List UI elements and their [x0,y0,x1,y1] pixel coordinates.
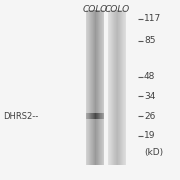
Bar [115,10,116,165]
Bar [122,10,123,165]
Bar [92,10,93,165]
Bar [94,10,95,165]
Bar [86,113,87,119]
Bar [102,113,103,119]
Text: 34: 34 [144,92,155,101]
Bar [111,10,112,165]
Bar [117,10,118,165]
Bar [88,113,89,119]
Bar [99,113,100,119]
Text: (kD): (kD) [144,148,163,157]
Bar [103,10,104,165]
Bar [109,10,110,165]
Bar [112,10,113,165]
Bar [103,113,104,119]
Bar [100,10,101,165]
Bar [92,113,93,119]
Bar [95,113,96,119]
Bar [110,10,111,165]
Bar [97,10,98,165]
Text: 85: 85 [144,36,156,45]
Bar [119,10,120,165]
Bar [101,10,102,165]
Bar [101,113,102,119]
Bar [98,10,99,165]
Text: COLO: COLO [83,4,108,14]
Bar [118,10,119,165]
Bar [99,10,100,165]
Bar [121,10,122,165]
Bar [93,113,94,119]
Bar [90,10,91,165]
Bar [120,10,121,165]
Bar [94,113,95,119]
Bar [89,10,90,165]
Bar [108,10,109,165]
Text: 26: 26 [144,112,155,121]
Bar [97,113,98,119]
Text: 48: 48 [144,72,155,81]
Bar [91,113,92,119]
Bar [98,113,99,119]
Text: 117: 117 [144,14,161,23]
Bar [113,10,114,165]
Bar [88,10,89,165]
Text: 19: 19 [144,131,156,140]
Text: COLO: COLO [104,4,130,14]
Bar [87,113,88,119]
Bar [100,113,101,119]
Bar [89,113,90,119]
Bar [86,10,87,165]
Bar [125,10,126,165]
Bar [87,10,88,165]
Bar [124,10,125,165]
Bar [90,113,91,119]
Bar [102,10,103,165]
Bar [96,10,97,165]
Bar [95,10,96,165]
Bar [114,10,115,165]
Bar [91,10,92,165]
Text: DHRS2--: DHRS2-- [4,112,39,121]
Bar [123,10,124,165]
Bar [96,113,97,119]
Bar [116,10,117,165]
Bar [93,10,94,165]
